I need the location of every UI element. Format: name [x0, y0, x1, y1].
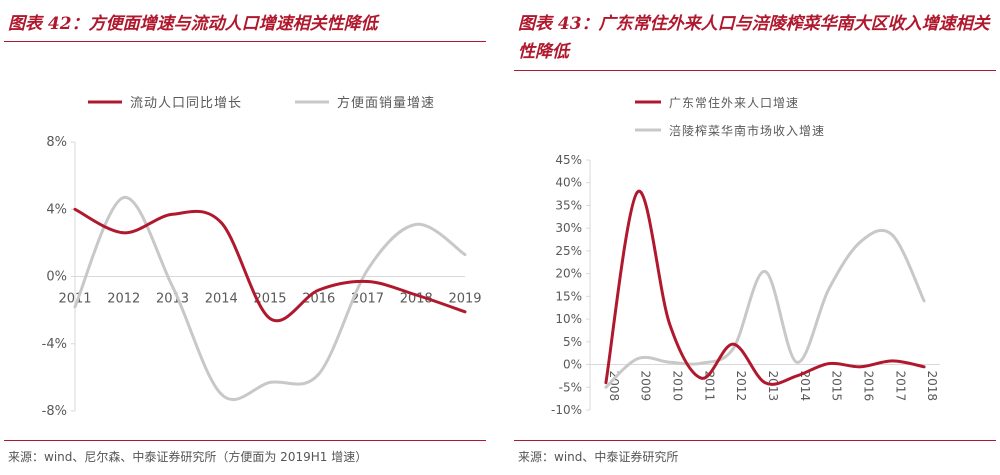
right-chart-title: 图表 43：广东常住外来人口与涪陵榨菜华南大区收入增速相关性降低	[518, 14, 990, 62]
legend-label-1: 流动人口同比增长	[130, 96, 242, 111]
x-tick-label: 2012	[107, 292, 140, 307]
x-tick-label: 2017	[351, 292, 384, 307]
y-tick-label: 8%	[46, 135, 67, 150]
y-tick-label: 0%	[563, 358, 582, 372]
left-title-rule	[4, 41, 486, 42]
right-line-chart: 45% 40% 35% 30% 25% 20% 15% 10% 5% 0% -5% -10% 2008 2…	[551, 96, 940, 417]
x-tick-label: 2011	[58, 292, 91, 307]
x-tick-label: 2019	[448, 292, 481, 307]
y-tick-label: -4%	[42, 337, 67, 352]
right-source-rule	[514, 440, 996, 441]
x-tick-label: 2013	[156, 292, 189, 307]
y-tick-label: 15%	[555, 289, 582, 303]
left-line-chart: 8%4%0%-4%-8%2011 2012 2013 2014 2015 2016 2017…	[42, 95, 482, 419]
legend-label-2: 涪陵榨菜华南市场收入增速	[669, 123, 825, 138]
x-tick-label: 2015	[830, 371, 844, 402]
y-tick-label: -10%	[551, 403, 582, 417]
series-line-1	[73, 207, 467, 323]
y-tick-label: -5%	[559, 380, 582, 394]
x-tick-label: 2018	[925, 371, 939, 402]
legend-label-1: 广东常住外来人口增速	[669, 96, 799, 110]
x-tick-label: 2014	[205, 292, 238, 307]
legend-label-2: 方便面销量增速	[337, 95, 435, 111]
right-title-rule	[514, 70, 996, 71]
left-chart-source: 来源：wind、尼尔森、中泰证券研究所（方便面为 2019H1 增速）	[8, 450, 368, 464]
x-tick-label: 2013	[766, 371, 780, 402]
y-tick-label: 0%	[46, 270, 67, 285]
y-tick-label: -8%	[42, 404, 67, 419]
x-tick-label: 2017	[893, 371, 907, 402]
y-tick-label: 45%	[555, 153, 582, 167]
right-chart-panel: 图表 43：广东常住外来人口与涪陵榨菜华南大区收入增速相关性降低 45% 40% 3…	[510, 0, 1000, 475]
x-tick-label: 2016	[861, 371, 875, 402]
series-line-2	[73, 196, 467, 402]
x-tick-label: 2008	[607, 371, 621, 402]
series-line-2	[604, 228, 926, 389]
y-tick-label: 35%	[555, 198, 582, 212]
series-line-1	[604, 190, 926, 386]
left-chart-title: 图表 42：方便面增速与流动人口增速相关性降低	[8, 14, 378, 34]
right-chart-source: 来源：wind、中泰证券研究所	[518, 450, 679, 464]
left-source-rule	[4, 440, 486, 441]
y-tick-label: 20%	[555, 267, 582, 281]
y-tick-label: 30%	[555, 221, 582, 235]
x-tick-label: 2018	[400, 292, 433, 307]
x-tick-label: 2009	[639, 371, 653, 402]
x-tick-label: 2014	[798, 371, 812, 402]
x-tick-label: 2010	[671, 371, 685, 402]
x-tick-label: 2015	[253, 292, 286, 307]
y-tick-label: 4%	[46, 202, 67, 217]
y-tick-label: 40%	[555, 176, 582, 190]
y-tick-label: 5%	[563, 335, 582, 349]
left-chart-panel: 图表 42：方便面增速与流动人口增速相关性降低 8% 4% 0% -4% -8% 2011…	[0, 0, 490, 475]
x-tick-label: 2012	[734, 371, 748, 402]
y-tick-label: 10%	[555, 312, 582, 326]
y-tick-label: 25%	[555, 244, 582, 258]
